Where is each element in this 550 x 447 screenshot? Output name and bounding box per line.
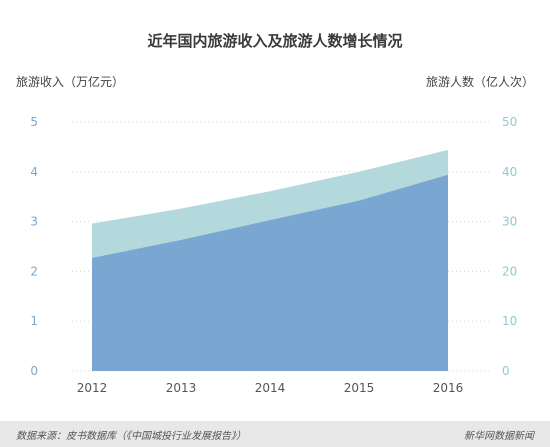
left-tick-label: 3 <box>30 215 38 229</box>
left-axis-title: 旅游收入（万亿元） <box>16 75 125 89</box>
footer-bar: 数据来源：皮书数据库（《中国城投行业发展报告》） 新华网数据新闻 <box>0 421 550 447</box>
left-tick-label: 0 <box>30 364 38 378</box>
x-tick-label: 2015 <box>344 381 375 395</box>
right-tick-label: 30 <box>502 215 517 229</box>
data-source-note: 数据来源：皮书数据库（《中国城投行业发展报告》） <box>16 431 246 442</box>
right-tick-label: 20 <box>502 264 517 278</box>
x-tick-label: 2012 <box>77 381 108 395</box>
left-tick-label: 4 <box>30 165 38 179</box>
right-tick-label: 0 <box>502 364 510 378</box>
right-tick-label: 50 <box>502 115 517 129</box>
area-series-revenue <box>92 174 448 371</box>
left-tick-label: 5 <box>30 115 38 129</box>
x-tick-label: 2016 <box>433 381 464 395</box>
x-tick-label: 2014 <box>255 381 286 395</box>
brand-credit: 新华网数据新闻 <box>464 431 534 442</box>
right-axis-title: 旅游人数（亿人次） <box>425 75 534 89</box>
right-tick-label: 10 <box>502 314 517 328</box>
chart-title: 近年国内旅游收入及旅游人数增长情况 <box>147 32 403 50</box>
x-tick-label: 2013 <box>166 381 197 395</box>
left-tick-label: 2 <box>30 264 38 278</box>
right-tick-label: 40 <box>502 165 517 179</box>
left-tick-label: 1 <box>30 314 38 328</box>
